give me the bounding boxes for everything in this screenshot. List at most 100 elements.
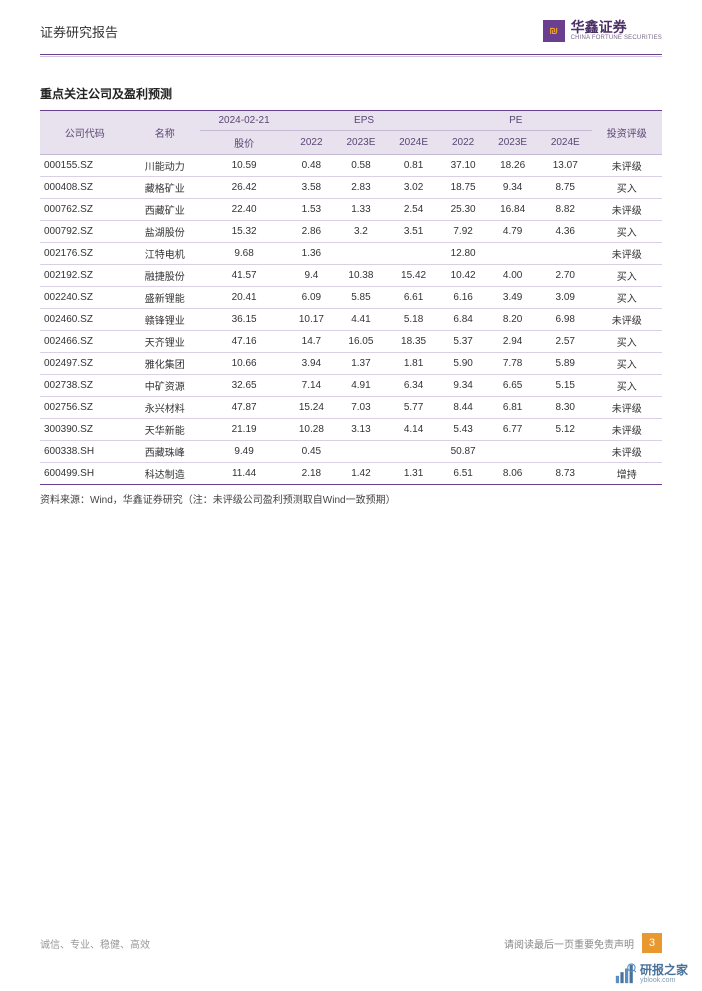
table-cell: 买入 (592, 264, 662, 286)
table-cell: 15.24 (288, 396, 334, 418)
table-cell: 9.34 (440, 374, 486, 396)
table-cell: 6.81 (486, 396, 539, 418)
table-cell: 25.30 (440, 198, 486, 220)
table-row: 002466.SZ天齐锂业47.1614.716.0518.355.372.94… (40, 330, 662, 352)
table-cell: 6.09 (288, 286, 334, 308)
table-cell: 20.41 (200, 286, 288, 308)
table-cell: 天齐锂业 (130, 330, 200, 352)
table-cell: 4.41 (335, 308, 388, 330)
watermark-name-en: yblook.com (640, 977, 688, 984)
table-cell: 32.65 (200, 374, 288, 396)
table-cell: 5.43 (440, 418, 486, 440)
table-cell: 西藏珠峰 (130, 440, 200, 462)
table-cell (486, 440, 539, 462)
table-row: 002460.SZ赣锋锂业36.1510.174.415.186.848.206… (40, 308, 662, 330)
table-cell: 8.30 (539, 396, 592, 418)
table-cell: 002756.SZ (40, 396, 130, 418)
table-cell: 000155.SZ (40, 154, 130, 176)
table-cell: 5.89 (539, 352, 592, 374)
table-cell: 6.51 (440, 462, 486, 484)
col-pe-2022: 2022 (440, 130, 486, 154)
table-cell: 18.35 (387, 330, 440, 352)
table-cell: 雅化集团 (130, 352, 200, 374)
table-cell: 002466.SZ (40, 330, 130, 352)
table-cell: 10.17 (288, 308, 334, 330)
table-cell: 买入 (592, 176, 662, 198)
table-cell: 3.51 (387, 220, 440, 242)
table-cell: 10.42 (440, 264, 486, 286)
col-name: 名称 (130, 110, 200, 154)
table-cell (335, 242, 388, 264)
table-cell: 1.37 (335, 352, 388, 374)
header-divider (40, 54, 662, 55)
table-cell: 002738.SZ (40, 374, 130, 396)
table-cell: 2.54 (387, 198, 440, 220)
table-cell: 8.06 (486, 462, 539, 484)
table-cell: 1.31 (387, 462, 440, 484)
table-cell: 融捷股份 (130, 264, 200, 286)
table-cell: 0.48 (288, 154, 334, 176)
table-cell: 000408.SZ (40, 176, 130, 198)
table-cell: 18.26 (486, 154, 539, 176)
table-cell: 15.42 (387, 264, 440, 286)
table-row: 002756.SZ永兴材料47.8715.247.035.778.446.818… (40, 396, 662, 418)
earnings-forecast-table: 公司代码 名称 2024-02-21 EPS PE 投资评级 股价 2022 2… (40, 110, 662, 485)
brand-block: ₪ 华鑫证券 CHINA FORTUNE SECURITIES (543, 20, 662, 42)
table-row: 600338.SH西藏珠峰9.490.4550.87未评级 (40, 440, 662, 462)
table-title: 重点关注公司及盈利预测 (40, 85, 662, 102)
table-cell: 36.15 (200, 308, 288, 330)
table-cell: 002460.SZ (40, 308, 130, 330)
table-cell: 9.34 (486, 176, 539, 198)
table-cell: 9.49 (200, 440, 288, 462)
table-cell: 600499.SH (40, 462, 130, 484)
table-cell: 7.14 (288, 374, 334, 396)
table-cell: 2.94 (486, 330, 539, 352)
table-cell (335, 440, 388, 462)
table-cell: 8.20 (486, 308, 539, 330)
table-cell: 0.58 (335, 154, 388, 176)
table-cell: 11.44 (200, 462, 288, 484)
table-cell: 600338.SH (40, 440, 130, 462)
table-cell: 3.02 (387, 176, 440, 198)
table-cell: 藏格矿业 (130, 176, 200, 198)
table-row: 002738.SZ中矿资源32.657.144.916.349.346.655.… (40, 374, 662, 396)
table-cell: 002176.SZ (40, 242, 130, 264)
col-eps-2023e: 2023E (335, 130, 388, 154)
table-cell (539, 242, 592, 264)
table-cell: 8.44 (440, 396, 486, 418)
table-cell: 6.65 (486, 374, 539, 396)
col-price-date: 2024-02-21 (200, 110, 288, 130)
table-cell: 2.70 (539, 264, 592, 286)
table-cell: 5.15 (539, 374, 592, 396)
table-cell: 3.09 (539, 286, 592, 308)
table-cell: 买入 (592, 352, 662, 374)
table-row: 000792.SZ盐湖股份15.322.863.23.517.924.794.3… (40, 220, 662, 242)
table-cell: 7.92 (440, 220, 486, 242)
table-cell: 3.58 (288, 176, 334, 198)
table-cell: 未评级 (592, 418, 662, 440)
table-cell: 1.33 (335, 198, 388, 220)
table-cell: 3.2 (335, 220, 388, 242)
page-number-badge: 3 (642, 933, 662, 953)
table-cell: 6.16 (440, 286, 486, 308)
table-cell: 22.40 (200, 198, 288, 220)
table-cell (539, 440, 592, 462)
table-row: 000408.SZ藏格矿业26.423.582.833.0218.759.348… (40, 176, 662, 198)
watermark-chart-icon (614, 963, 636, 985)
table-row: 000762.SZ西藏矿业22.401.531.332.5425.3016.84… (40, 198, 662, 220)
col-pe-2024e: 2024E (539, 130, 592, 154)
table-cell: 未评级 (592, 154, 662, 176)
table-cell: 0.45 (288, 440, 334, 462)
table-cell: 7.03 (335, 396, 388, 418)
col-group-eps: EPS (288, 110, 440, 130)
table-cell (387, 440, 440, 462)
watermark: 研报之家 yblook.com (614, 963, 688, 985)
table-cell: 6.34 (387, 374, 440, 396)
table-cell: 9.68 (200, 242, 288, 264)
table-cell: 2.83 (335, 176, 388, 198)
table-cell: 5.85 (335, 286, 388, 308)
table-cell: 增持 (592, 462, 662, 484)
table-cell: 26.42 (200, 176, 288, 198)
table-cell: 9.4 (288, 264, 334, 286)
col-pe-2023e: 2023E (486, 130, 539, 154)
